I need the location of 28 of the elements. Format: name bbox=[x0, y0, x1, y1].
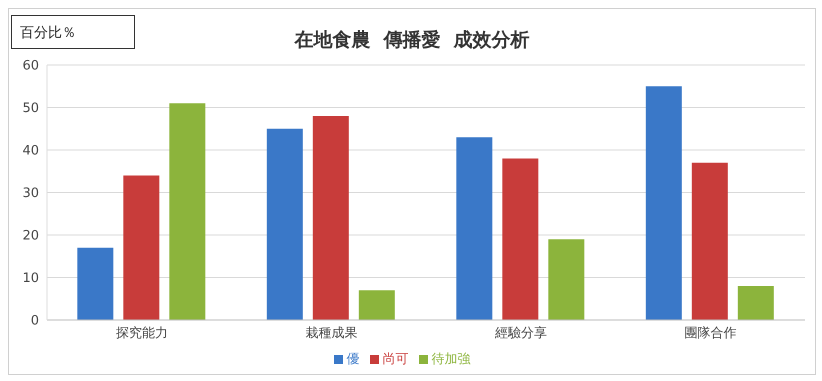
y-tick-label: 20 bbox=[22, 228, 39, 244]
y-tick-label: 50 bbox=[22, 101, 39, 116]
bar bbox=[502, 158, 538, 320]
legend-label: 優 bbox=[346, 352, 360, 367]
chart-title: 在地食農 傳播愛 成效分析 bbox=[294, 29, 530, 51]
y-tick-label: 0 bbox=[30, 314, 39, 329]
y-tick-label: 10 bbox=[22, 271, 39, 286]
x-tick-label: 經驗分享 bbox=[494, 325, 547, 342]
bar bbox=[312, 116, 349, 320]
bar bbox=[456, 137, 492, 320]
y-tick-label: 40 bbox=[22, 144, 39, 159]
y-tick-label: 30 bbox=[22, 186, 39, 202]
bar bbox=[123, 176, 160, 320]
x-tick-label: 探究能力 bbox=[116, 326, 168, 342]
bar bbox=[266, 128, 303, 320]
y-axis-title: 百分比％ bbox=[11, 15, 135, 49]
x-tick-label: 栽種成果 bbox=[305, 326, 358, 342]
bar bbox=[169, 103, 206, 320]
bar bbox=[646, 86, 682, 320]
y-tick-label: 60 bbox=[22, 58, 39, 74]
bar bbox=[77, 248, 114, 320]
bar bbox=[548, 239, 584, 320]
bar bbox=[358, 290, 395, 320]
x-tick-label: 團隊合作 bbox=[684, 326, 736, 342]
legend-label: 尚可 bbox=[382, 352, 408, 367]
legend-label: 待加強 bbox=[432, 352, 470, 367]
bar bbox=[738, 286, 774, 320]
bar bbox=[692, 162, 728, 320]
